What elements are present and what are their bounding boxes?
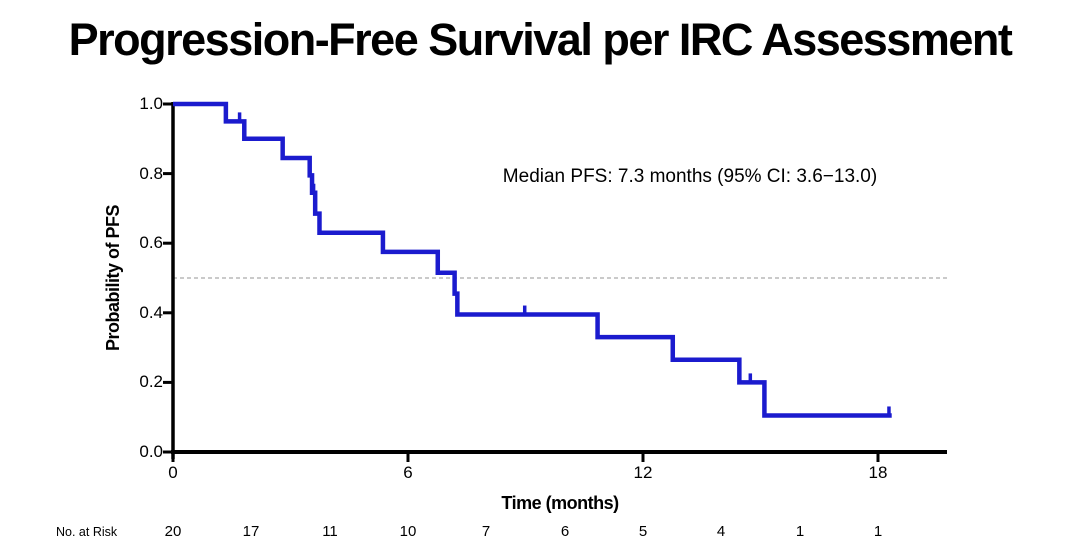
- x-axis-label: Time (months): [501, 493, 619, 513]
- x-tick-label-12: 12: [633, 463, 653, 482]
- y-axis-label: Probability of PFS: [103, 205, 123, 352]
- median-pfs-annotation: Median PFS: 7.3 months (95% CI: 3.6−13.0…: [502, 166, 878, 187]
- x-tick-label-18: 18: [868, 463, 888, 482]
- at-risk-label: No. at Risk: [56, 525, 118, 539]
- km-step-curve: [173, 101, 892, 418]
- at-risk-count-m16: 1: [795, 523, 805, 540]
- y-tick-label-0.4: 0.4: [139, 303, 163, 322]
- x-tick-label-0: 0: [168, 463, 178, 482]
- x-tick-label-6: 6: [403, 463, 413, 482]
- at-risk-count-m18: 1: [873, 523, 883, 540]
- at-risk-count-m10: 6: [560, 523, 570, 540]
- at-risk-count-m6: 10: [399, 523, 417, 540]
- at-risk-count-m8: 7: [481, 523, 491, 540]
- at-risk-count-m4: 11: [322, 523, 338, 540]
- y-tick-label-0.6: 0.6: [139, 233, 163, 252]
- y-tick-label-0.2: 0.2: [139, 372, 163, 391]
- chart-title: Progression-Free Survival per IRC Assess…: [68, 14, 1013, 65]
- at-risk-count-m14: 4: [716, 523, 726, 540]
- at-risk-count-m0: 20: [164, 523, 182, 540]
- y-tick-label-1.0: 1.0: [139, 94, 163, 113]
- y-tick-label-0.0: 0.0: [139, 442, 163, 461]
- at-risk-count-m12: 5: [638, 523, 648, 540]
- at-risk-count-m2: 17: [242, 523, 260, 540]
- y-tick-label-0.8: 0.8: [139, 164, 163, 183]
